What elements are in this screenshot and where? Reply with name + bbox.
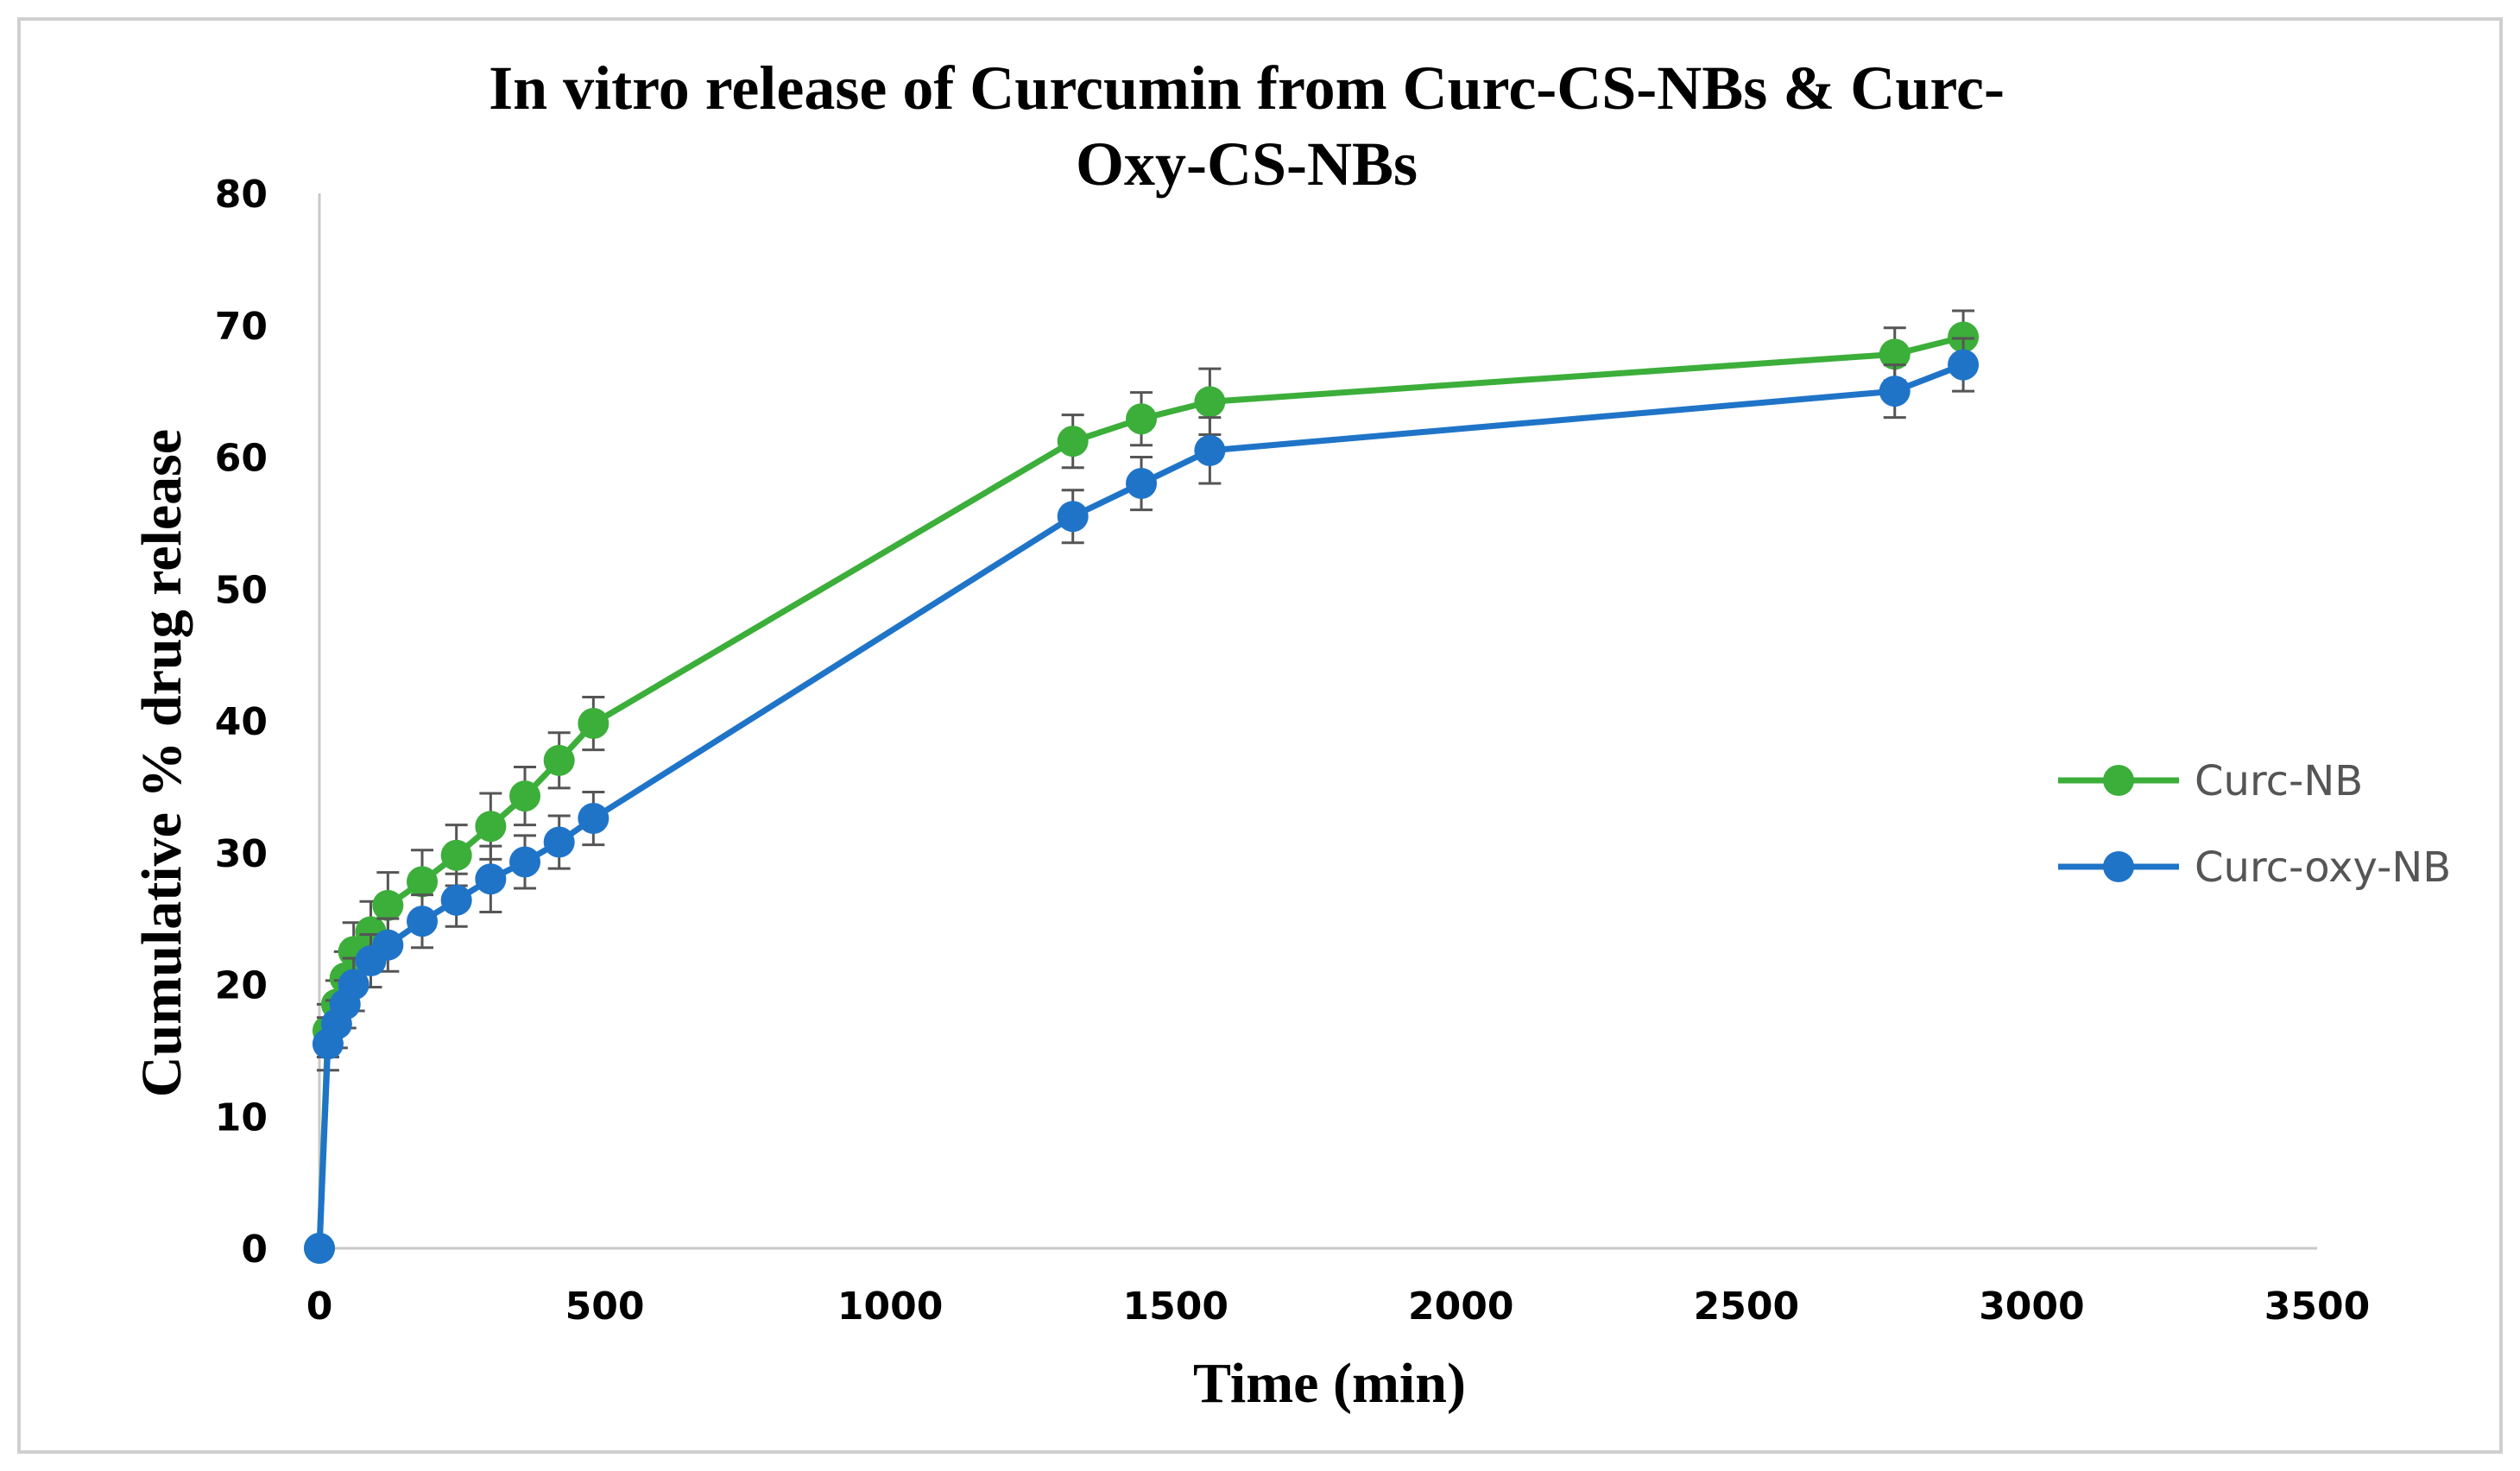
legend-item-curc-oxy-nb: Curc-oxy-NB: [2058, 843, 2451, 892]
data-point-curc-oxy-nb: [372, 929, 404, 961]
x-axis-title: Time (min): [1193, 1352, 1466, 1415]
data-point-curc-nb: [1879, 338, 1911, 370]
data-point-curc-oxy-nb: [1879, 376, 1911, 407]
x-tick-label: 0: [306, 1285, 333, 1329]
data-point-curc-oxy-nb: [1057, 501, 1089, 533]
data-point-curc-oxy-nb: [407, 906, 439, 938]
data-point-curc-nb: [1948, 321, 1980, 353]
data-point-curc-nb: [578, 708, 609, 740]
series-curc-oxy-nb: [304, 337, 1980, 1264]
chart-svg: In vitro release of Curcumin from Curc-C…: [130, 54, 2451, 1415]
y-tick-label: 40: [215, 700, 268, 744]
data-point-curc-oxy-nb: [1194, 434, 1226, 466]
data-point-curc-nb: [1057, 426, 1089, 458]
data-point-curc-nb: [475, 811, 507, 843]
tick-labels: 0 500 1000 1500 2000 2500 3000 3500 0 10 20 30 40 50 6…: [215, 173, 2370, 1329]
y-axis-title: Cumulative % drug release: [130, 429, 193, 1097]
data-point-curc-nb: [1126, 403, 1158, 435]
data-point-curc-oxy-nb: [1126, 468, 1158, 500]
x-tick-label: 1500: [1122, 1285, 1228, 1329]
data-point-curc-oxy-nb: [1948, 349, 1980, 381]
axes: [318, 193, 2317, 1250]
y-tick-label: 30: [215, 832, 268, 876]
data-point-curc-nb: [407, 866, 439, 898]
data-point-curc-oxy-nb: [338, 969, 369, 1001]
y-tick-label: 0: [241, 1228, 268, 1272]
x-tick-label: 1000: [837, 1285, 943, 1329]
data-point-curc-oxy-nb: [543, 826, 575, 858]
y-tick-label: 70: [215, 305, 268, 349]
legend: Curc-NB Curc-oxy-NB: [2058, 757, 2451, 892]
y-tick-label: 50: [215, 568, 268, 612]
chart-frame: In vitro release of Curcumin from Curc-C…: [17, 17, 2503, 1454]
series-curc-nb: [304, 309, 1980, 1264]
data-point-curc-oxy-nb: [440, 884, 472, 916]
x-tick-label: 2500: [1694, 1285, 1799, 1329]
legend-marker: [2103, 851, 2134, 882]
data-point-curc-oxy-nb: [509, 846, 541, 878]
legend-label: Curc-NB: [2195, 757, 2363, 805]
x-tick-label: 3000: [1979, 1285, 2084, 1329]
chart-title-line-1: In vitro release of Curcumin from Curc-C…: [489, 54, 2005, 123]
data-point-curc-oxy-nb: [578, 803, 609, 835]
legend-label: Curc-oxy-NB: [2195, 843, 2451, 892]
series-layer: [304, 309, 1980, 1264]
legend-item-curc-nb: Curc-NB: [2058, 757, 2363, 805]
data-point-curc-oxy-nb: [304, 1233, 335, 1264]
data-point-curc-nb: [1194, 386, 1226, 418]
y-tick-label: 80: [215, 173, 268, 217]
y-tick-label: 20: [215, 964, 268, 1008]
x-tick-label: 2000: [1408, 1285, 1513, 1329]
x-tick-label: 3500: [2264, 1285, 2370, 1329]
data-point-curc-nb: [543, 744, 575, 776]
y-tick-label: 60: [215, 437, 268, 481]
chart-title-line-2: Oxy-CS-NBs: [1076, 129, 1418, 199]
y-tick-label: 10: [215, 1095, 268, 1140]
legend-marker: [2103, 765, 2134, 796]
x-tick-label: 500: [565, 1285, 645, 1329]
data-point-curc-nb: [509, 780, 541, 812]
data-point-curc-oxy-nb: [475, 863, 507, 895]
data-point-curc-nb: [372, 889, 404, 921]
data-point-curc-nb: [440, 839, 472, 871]
